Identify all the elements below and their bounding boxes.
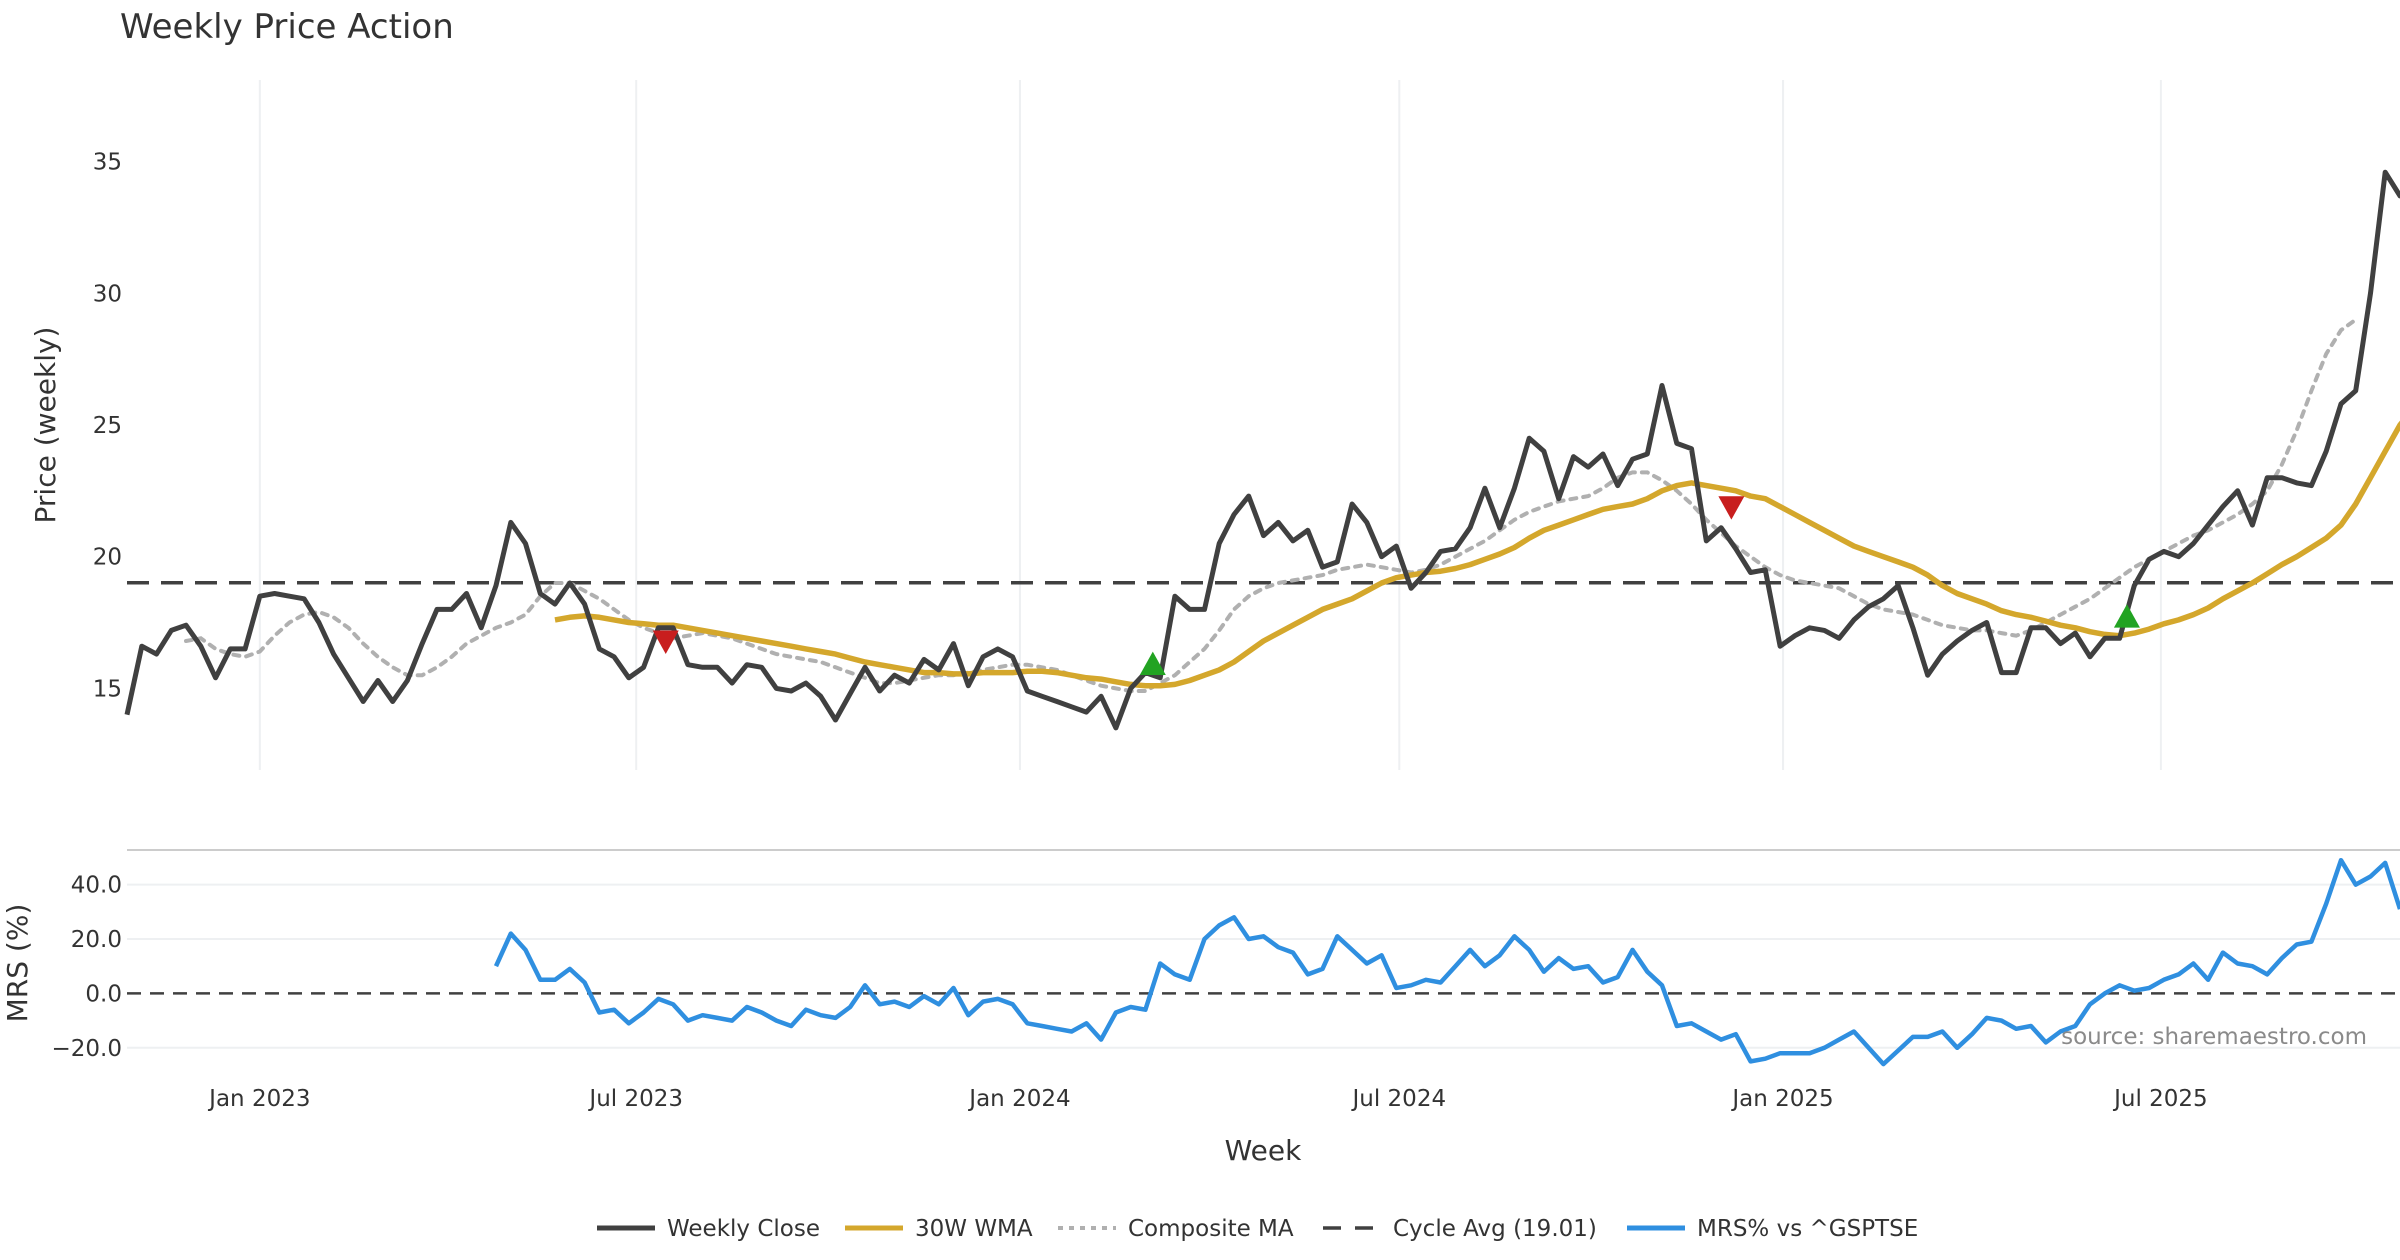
- sell-signal-marker: [1718, 496, 1745, 520]
- legend-label: Cycle Avg (19.01): [1393, 1216, 1597, 1242]
- mrs-y-axis-title: MRS (%): [1, 904, 34, 1023]
- price-y-tick-label: 35: [93, 150, 122, 176]
- x-tick-label: Jan 2025: [1730, 1086, 1833, 1112]
- legend-label: MRS% vs ^GSPTSE: [1697, 1216, 1918, 1242]
- mrs-y-tick-label: −20.0: [52, 1036, 122, 1062]
- price-y-tick-label: 20: [93, 545, 122, 571]
- weekly-close-line: [124, 169, 2400, 731]
- price-y-axis-title: Price (weekly): [29, 327, 62, 524]
- x-axis-title: Week: [1225, 1134, 1302, 1167]
- price-gridlines: [258, 80, 2162, 770]
- wma-30w-line: [554, 420, 2400, 689]
- price-y-tick-label: 25: [93, 413, 122, 439]
- signal-markers: [652, 496, 2140, 676]
- x-axis-ticks: Jan 2023 Jul 2023 Jan 2024 Jul 2024 Jan 2025…: [207, 1086, 2208, 1112]
- mrs-y-tick-label: 20.0: [71, 927, 122, 953]
- legend: Weekly Close 30W WMA Composite MA Cycle Avg…: [597, 1216, 1918, 1242]
- buy-signal-marker: [1139, 651, 1166, 676]
- legend-label: 30W WMA: [915, 1216, 1033, 1242]
- mrs-y-tick-label: 0.0: [85, 981, 122, 1007]
- buy-signal-marker: [2113, 604, 2140, 628]
- price-y-tick-label: 15: [93, 676, 122, 702]
- price-y-tick-label: 30: [93, 281, 122, 307]
- mrs-gridlines: [127, 883, 2400, 1049]
- chart-title: Weekly Price Action: [120, 7, 454, 47]
- x-tick-label: Jan 2023: [207, 1086, 310, 1112]
- composite-ma-line: [184, 317, 2358, 693]
- legend-label: Weekly Close: [667, 1216, 820, 1242]
- mrs-line: [493, 857, 2400, 1067]
- x-tick-label: Jul 2025: [2112, 1086, 2208, 1112]
- x-tick-label: Jul 2024: [1350, 1086, 1446, 1112]
- mrs-y-ticks: 40.0 20.0 0.0 −20.0: [52, 873, 122, 1062]
- source-annotation: source: sharemaestro.com: [2061, 1024, 2367, 1050]
- x-tick-label: Jan 2024: [967, 1086, 1070, 1112]
- price-y-ticks: 15 20 25 30 35: [93, 150, 122, 703]
- mrs-panel: 40.0 20.0 0.0 −20.0 MRS (%) source: sharema…: [1, 849, 2400, 1067]
- sell-signal-marker: [652, 630, 679, 654]
- legend-label: Composite MA: [1128, 1216, 1294, 1242]
- price-panel: 15 20 25 30 35 Price (weekly): [29, 80, 2400, 770]
- x-tick-label: Jul 2023: [587, 1086, 683, 1112]
- mrs-y-tick-label: 40.0: [71, 873, 122, 899]
